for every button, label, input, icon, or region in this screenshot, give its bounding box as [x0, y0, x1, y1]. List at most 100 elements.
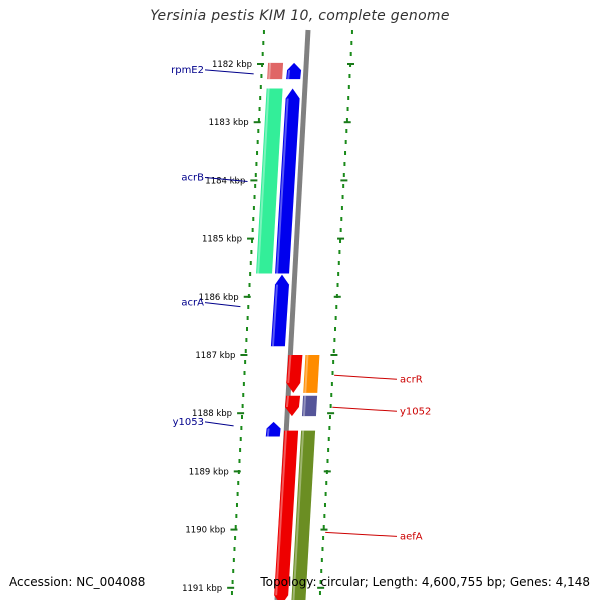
- y1053-gene-shine: [266, 428, 270, 437]
- ruler-dot-left: [239, 437, 242, 441]
- ruler-dot-right: [334, 316, 337, 320]
- ruler-dot-right: [349, 52, 352, 56]
- ruler-dot-left: [232, 569, 235, 573]
- tick-label: 1187 kbp: [195, 351, 235, 361]
- acrB-gene-shine: [276, 98, 289, 274]
- aefA-gene: [274, 430, 299, 600]
- ruler-dot-right: [324, 492, 327, 496]
- tick-label: 1185 kbp: [202, 235, 242, 245]
- ruler-dot-left: [251, 239, 254, 243]
- ruler-dot-left: [231, 580, 234, 584]
- ruler-dot-right: [342, 173, 345, 177]
- ruler-dot-left: [256, 140, 259, 144]
- tick-left: [233, 470, 241, 473]
- leader-y1052: [332, 406, 398, 412]
- ruler-dot-right: [347, 85, 350, 89]
- ruler-dot-left: [235, 503, 238, 507]
- acrB-cds-shine: [257, 88, 270, 274]
- rpmE2-gene-shine: [287, 70, 291, 80]
- tick-right: [343, 121, 351, 124]
- ruler-dot-left: [262, 41, 265, 45]
- ruler-dot-right: [350, 41, 353, 45]
- ruler-dot-right: [342, 184, 345, 188]
- aefA-cds-shine: [292, 430, 305, 600]
- ruler-dot-right: [320, 558, 323, 562]
- gene-label-y1052: y1052: [400, 406, 431, 417]
- y1053-gene: [265, 421, 281, 437]
- ruler-dot-left: [252, 206, 255, 210]
- ruler-dot-left: [259, 96, 262, 100]
- leader-y1053: [204, 421, 234, 427]
- ruler-dot-left: [251, 228, 254, 232]
- gene-label-acrA: acrA: [181, 298, 204, 309]
- ruler-dot-right: [321, 547, 324, 551]
- tick-right: [323, 470, 331, 473]
- ruler-dot-left: [246, 327, 249, 331]
- ruler-dot-right: [337, 272, 340, 276]
- ruler-dot-left: [253, 195, 256, 199]
- gene-label-aefA: aefA: [400, 531, 423, 542]
- tick-left: [227, 586, 235, 589]
- acrA-gene: [270, 274, 289, 347]
- tick-right: [320, 528, 328, 531]
- tick-right: [330, 354, 338, 356]
- aefA-cds: [291, 430, 316, 600]
- ruler-dot-right: [339, 239, 342, 243]
- ruler-dot-right: [340, 206, 343, 210]
- ruler-dot-left: [242, 393, 245, 397]
- features: [256, 62, 320, 600]
- ruler-dot-right: [345, 118, 348, 122]
- ruler-dot-left: [257, 118, 260, 122]
- ruler-dot-left: [236, 492, 239, 496]
- genome-summary: Topology: circular; Length: 4,600,755 bp…: [260, 575, 590, 589]
- tick-left: [250, 179, 258, 182]
- ruler-dot-left: [254, 173, 257, 177]
- ruler-dot-right: [344, 151, 347, 155]
- ruler-dot-right: [322, 536, 325, 540]
- ruler-dot-left: [232, 558, 235, 562]
- ruler-dot-right: [319, 580, 322, 584]
- ruler-dot-left: [242, 382, 245, 386]
- ruler-dot-left: [240, 426, 243, 430]
- y1052-cds: [301, 395, 318, 417]
- ruler-dot-left: [247, 305, 250, 309]
- ruler-dot-left: [238, 459, 241, 463]
- ruler-dot-left: [257, 129, 260, 133]
- acrB-cds: [256, 88, 283, 274]
- ruler-dot-left: [259, 85, 262, 89]
- acrA-gene-shine: [271, 284, 278, 347]
- leader-aefA: [325, 531, 398, 537]
- ruler-dot-right: [338, 250, 341, 254]
- acrR-gene-shine: [287, 355, 292, 383]
- ruler-dot-left: [243, 371, 246, 375]
- tick-label: 1186 kbp: [199, 293, 239, 303]
- ruler-dot-right: [345, 129, 348, 133]
- tick-label: 1182 kbp: [212, 60, 252, 70]
- tick-right: [337, 237, 345, 240]
- ruler-dot-left: [260, 74, 263, 78]
- ruler-dot-right: [346, 107, 349, 111]
- ruler-dot-left: [233, 547, 236, 551]
- tick-right: [317, 586, 325, 589]
- ruler-dot-right: [328, 415, 331, 419]
- tick-left: [247, 237, 255, 240]
- acrR-cds-shine: [304, 355, 309, 393]
- ruler-dot-right: [325, 481, 328, 485]
- gene-label-y1053: y1053: [173, 417, 204, 428]
- ruler-dot-right: [328, 426, 331, 430]
- ruler-dot-left: [244, 349, 247, 353]
- tick-label: 1190 kbp: [185, 526, 225, 536]
- ruler-dot-left: [248, 283, 251, 287]
- ruler-dot-left: [246, 316, 249, 320]
- ruler-dot-left: [254, 184, 257, 188]
- ruler-dot-right: [341, 195, 344, 199]
- ruler-dot-right: [320, 569, 323, 573]
- ruler-dot-right: [329, 404, 332, 408]
- ruler-dot-right: [347, 96, 350, 100]
- tick-left: [257, 63, 264, 65]
- y1052-cds-shine: [302, 395, 307, 417]
- ruler-dot-right: [326, 459, 329, 463]
- aefA-gene-shine: [275, 430, 288, 596]
- rpmE2-gene: [286, 62, 302, 80]
